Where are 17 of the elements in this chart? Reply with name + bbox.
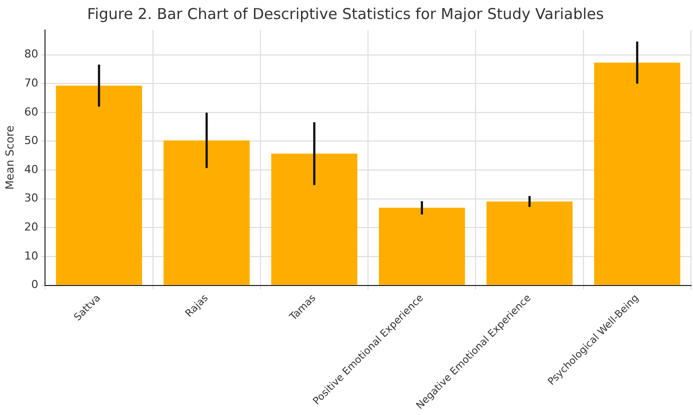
chart-title: Figure 2. Bar Chart of Descriptive Statistics for Major Study Variables xyxy=(87,4,604,23)
bar xyxy=(486,201,573,285)
y-tick-label: 40 xyxy=(24,162,38,176)
bar xyxy=(271,154,358,285)
y-tick-label: 10 xyxy=(24,249,38,262)
bar xyxy=(594,62,680,285)
y-tick-label: 30 xyxy=(24,192,38,205)
y-tick-label: 60 xyxy=(24,105,38,118)
y-tick-label: 50 xyxy=(24,134,38,148)
bar xyxy=(56,86,142,285)
y-tick-label: 20 xyxy=(24,220,38,234)
bar xyxy=(378,208,465,285)
bar xyxy=(164,140,250,285)
y-tick-label: 70 xyxy=(24,76,38,90)
y-tick-label: 80 xyxy=(24,48,38,61)
y-axis-title: Mean Score xyxy=(3,125,16,190)
y-tick-label: 0 xyxy=(31,278,38,292)
